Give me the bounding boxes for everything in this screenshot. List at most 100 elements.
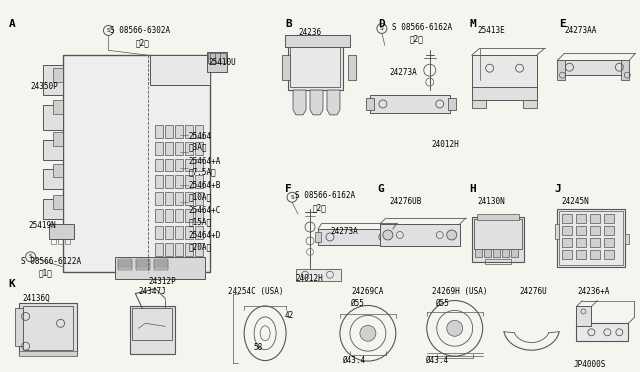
Bar — [165, 142, 173, 155]
Text: S 08566-6122A: S 08566-6122A — [20, 257, 81, 266]
Bar — [165, 226, 173, 239]
Bar — [49, 224, 74, 239]
Text: 58: 58 — [253, 343, 262, 352]
Bar — [156, 192, 163, 205]
Bar — [43, 140, 63, 160]
Text: S: S — [107, 28, 110, 33]
Bar — [186, 243, 193, 256]
Bar — [604, 238, 614, 247]
Bar — [165, 243, 173, 256]
Text: D: D — [378, 19, 385, 29]
Bar — [195, 125, 204, 138]
Bar — [136, 259, 150, 262]
Bar — [557, 209, 625, 267]
Text: （7.5A）: （7.5A） — [188, 167, 216, 176]
Bar — [370, 95, 450, 113]
Bar — [175, 158, 183, 171]
Bar — [118, 263, 132, 266]
Bar — [52, 68, 63, 82]
Text: B: B — [285, 19, 292, 29]
Text: 25464+D: 25464+D — [188, 231, 221, 240]
Bar — [282, 55, 290, 80]
Bar — [132, 308, 172, 340]
Text: （2）: （2） — [313, 203, 327, 212]
Bar — [477, 214, 518, 220]
Bar — [154, 267, 168, 270]
Text: （2）: （2） — [410, 35, 424, 44]
Text: 24273A: 24273A — [390, 68, 417, 77]
Bar — [621, 60, 629, 80]
Bar — [315, 232, 321, 242]
Bar — [556, 224, 559, 239]
Bar — [118, 267, 132, 270]
Bar — [43, 65, 63, 95]
Bar — [591, 238, 600, 247]
Bar — [472, 55, 536, 87]
Bar — [186, 176, 193, 188]
Bar — [154, 261, 168, 264]
Bar — [190, 58, 208, 72]
Bar — [136, 261, 150, 264]
Circle shape — [383, 230, 393, 240]
Bar — [52, 164, 63, 177]
Text: 24236+A: 24236+A — [577, 286, 610, 296]
Bar — [625, 234, 629, 244]
Bar — [474, 219, 522, 249]
Bar — [484, 259, 511, 264]
Text: 25464: 25464 — [188, 132, 211, 141]
Bar — [195, 209, 204, 222]
Text: 24350P: 24350P — [31, 82, 58, 91]
Bar — [563, 238, 572, 247]
Text: F: F — [285, 185, 292, 194]
Bar — [165, 209, 173, 222]
Text: S 08566-6162A: S 08566-6162A — [295, 191, 355, 200]
Text: 24236: 24236 — [298, 29, 321, 38]
Bar — [563, 250, 572, 259]
Bar — [22, 307, 72, 350]
Bar — [484, 249, 491, 257]
Bar — [577, 323, 628, 341]
Text: K: K — [9, 279, 15, 289]
Bar — [186, 142, 193, 155]
Bar — [58, 239, 63, 244]
Bar — [296, 269, 341, 280]
Bar — [156, 142, 163, 155]
Bar — [19, 304, 77, 355]
Text: G: G — [378, 185, 385, 194]
Bar — [175, 226, 183, 239]
Bar — [472, 85, 536, 100]
Bar — [563, 226, 572, 235]
Text: Ø55: Ø55 — [435, 298, 449, 308]
Polygon shape — [310, 90, 323, 115]
Bar — [195, 142, 204, 155]
Bar — [175, 209, 183, 222]
Bar — [156, 176, 163, 188]
Bar — [591, 214, 600, 223]
Text: 25413E: 25413E — [477, 26, 506, 35]
Bar — [392, 232, 398, 242]
Bar — [165, 125, 173, 138]
Bar — [604, 250, 614, 259]
Text: 24273A: 24273A — [330, 227, 358, 236]
Text: S: S — [380, 26, 384, 31]
Bar — [65, 239, 70, 244]
Bar — [186, 158, 193, 171]
Bar — [118, 261, 132, 264]
Polygon shape — [327, 90, 340, 115]
Bar — [472, 100, 486, 108]
Bar — [207, 52, 227, 72]
Bar — [154, 265, 168, 268]
Bar — [51, 239, 56, 244]
Bar — [136, 265, 150, 268]
Bar — [52, 100, 63, 114]
Bar — [563, 214, 572, 223]
Bar — [511, 249, 518, 257]
Text: 24312P: 24312P — [148, 277, 176, 286]
Text: 24012H: 24012H — [295, 274, 323, 283]
Bar — [577, 250, 586, 259]
Bar — [156, 125, 163, 138]
Bar — [288, 45, 343, 90]
Text: （15A）: （15A） — [188, 217, 211, 226]
Bar — [195, 192, 204, 205]
Bar — [591, 250, 600, 259]
